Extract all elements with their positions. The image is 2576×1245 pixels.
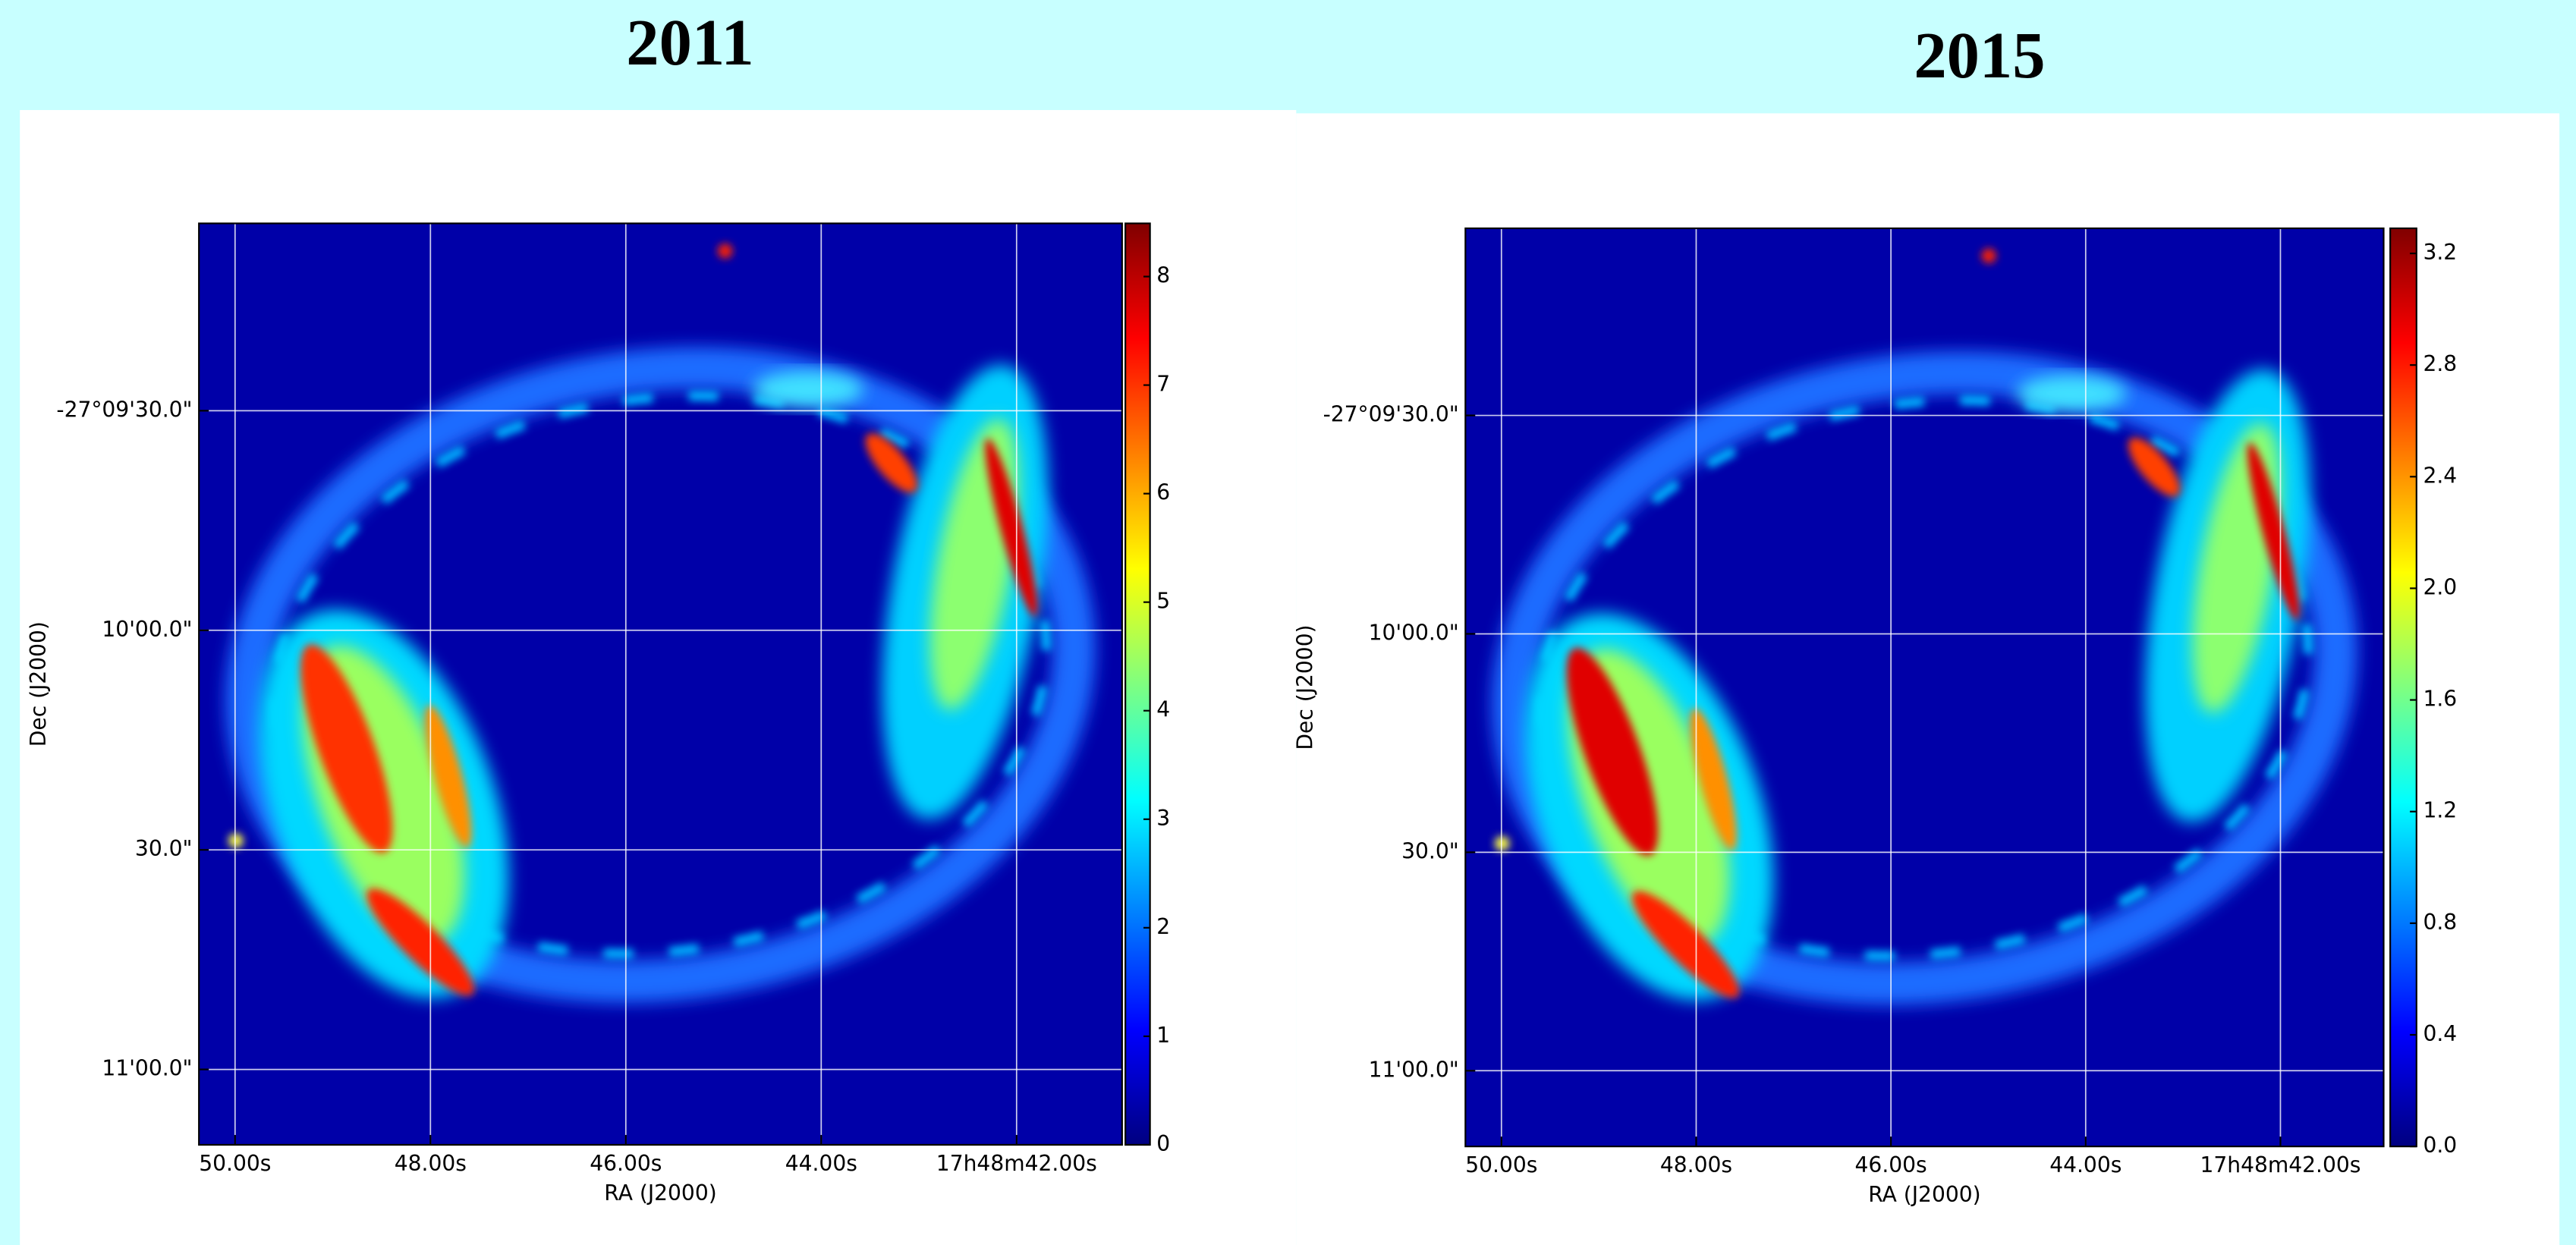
radio-image [1465, 228, 2383, 1146]
y-tick-label: 10'00.0" [1369, 620, 1459, 645]
page: 2011 50.00s 48.00s 46.00s 44.00s 17h48m42.00s… [0, 0, 2576, 1245]
emission [718, 244, 732, 258]
colorbar-tick-label: 0.4 [2423, 1021, 2457, 1046]
emission [1981, 249, 1996, 263]
colorbar [2390, 228, 2417, 1146]
x-tick-label: 44.00s [785, 1151, 857, 1176]
y-tick-label: 30.0" [135, 836, 193, 861]
slide: 2011 50.00s 48.00s 46.00s 44.00s 17h48m42.00s… [0, 0, 2576, 1245]
colorbar-tick-label: 1.2 [2423, 798, 2457, 823]
x-axis-label: RA (J2000) [1868, 1182, 1980, 1207]
colorbar-tick-label: 3.2 [2423, 240, 2457, 265]
colorbar-tick-label: 2.0 [2423, 574, 2457, 599]
y-axis-label: Dec (J2000) [26, 621, 51, 747]
colorbar-tick-label: 4 [1156, 697, 1170, 722]
y-tick-label: 11'00.0" [1369, 1057, 1459, 1082]
colorbar-tick-label: 2.4 [2423, 463, 2457, 488]
panel-title: 2011 [626, 6, 753, 79]
colorbar-tick-label: 2 [1156, 914, 1170, 939]
x-tick-label: 17h48m42.00s [2200, 1152, 2361, 1177]
x-tick-label: 46.00s [590, 1151, 662, 1176]
x-tick-label: 48.00s [1660, 1152, 1732, 1177]
colorbar-tick-label: 6 [1156, 480, 1170, 505]
colorbar-tick-label: 7 [1156, 372, 1170, 397]
x-axis-label: RA (J2000) [604, 1181, 716, 1206]
emission [228, 833, 243, 847]
panel-title: 2015 [1914, 19, 2045, 92]
y-axis-label: Dec (J2000) [1292, 624, 1317, 750]
emission [1495, 836, 1509, 850]
x-tick-label: 48.00s [395, 1151, 467, 1176]
y-tick-label: 10'00.0" [102, 617, 192, 642]
colorbar-tick-label: 5 [1156, 589, 1170, 614]
colorbar-tick-label: 2.8 [2423, 351, 2457, 376]
x-tick-label: 50.00s [1465, 1152, 1537, 1177]
x-tick-label: 50.00s [199, 1151, 271, 1176]
y-tick-label: -27°09'30.0" [56, 397, 192, 422]
colorbar-tick-label: 0 [1156, 1131, 1170, 1156]
x-tick-label: 17h48m42.00s [936, 1151, 1097, 1176]
colorbar-tick-label: 0.0 [2423, 1133, 2457, 1158]
y-tick-label: -27°09'30.0" [1323, 402, 1459, 427]
colorbar-tick-label: 0.8 [2423, 910, 2457, 935]
emission [2016, 376, 2126, 412]
colorbar-tick-label: 8 [1156, 263, 1170, 288]
y-tick-label: 30.0" [1401, 838, 1459, 863]
colorbar-tick-label: 3 [1156, 806, 1170, 831]
y-tick-label: 11'00.0" [102, 1056, 192, 1081]
colorbar-tick-label: 1.6 [2423, 687, 2457, 712]
x-tick-label: 44.00s [2049, 1152, 2122, 1177]
x-tick-label: 46.00s [1855, 1152, 1927, 1177]
colorbar [1125, 223, 1150, 1145]
colorbar-tick-label: 1 [1156, 1023, 1170, 1048]
radio-image [199, 223, 1122, 1145]
emission [753, 371, 863, 408]
